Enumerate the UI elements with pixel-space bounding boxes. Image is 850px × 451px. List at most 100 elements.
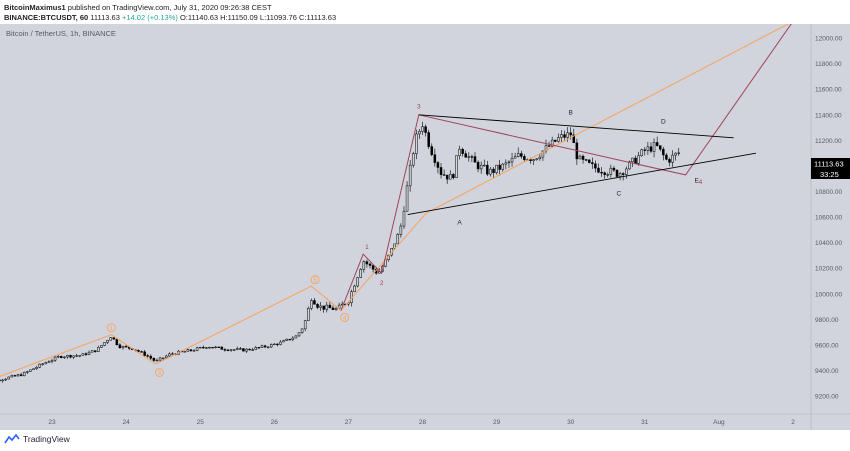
candle-body xyxy=(69,355,72,358)
candle-body xyxy=(186,349,190,352)
candle-body xyxy=(328,304,332,309)
candle-body xyxy=(72,355,75,358)
candle-body xyxy=(520,153,523,157)
triangle-lower-line[interactable] xyxy=(407,152,757,215)
candle-body xyxy=(473,156,477,163)
candle-body xyxy=(652,142,656,152)
candle-body xyxy=(662,148,665,156)
candle-body xyxy=(220,346,224,350)
candle-body xyxy=(532,159,535,161)
candle-body xyxy=(0,379,1,382)
tradingview-logo[interactable]: TradingView xyxy=(4,434,70,444)
candle-body xyxy=(486,164,489,175)
candle-body xyxy=(523,156,526,161)
chart-area[interactable]: Bitcoin / TetherUS, 1h, BINANCE 13545123… xyxy=(0,10,850,430)
candle-body xyxy=(470,156,474,158)
wave-label-circle xyxy=(154,367,164,377)
candle-body xyxy=(205,347,208,349)
candle-body xyxy=(359,269,362,278)
candle-body xyxy=(597,167,600,173)
wave-label: 4 xyxy=(343,316,347,322)
candle-body xyxy=(103,342,106,346)
x-tick-label: 27 xyxy=(345,419,353,426)
candle-body xyxy=(239,348,242,350)
close-value: C:11113.63 xyxy=(299,13,337,22)
y-tick-label: 9800.00 xyxy=(815,317,839,324)
candle-body xyxy=(242,348,245,352)
candle-body xyxy=(578,155,582,160)
candle-body xyxy=(22,372,26,377)
candle-body xyxy=(106,340,109,343)
candle-body xyxy=(356,277,359,287)
open-value: O:11140.63 xyxy=(179,13,219,22)
candle-body xyxy=(303,320,307,330)
y-tick-label: 12000.00 xyxy=(815,36,842,43)
candle-body xyxy=(550,139,554,147)
candle-body xyxy=(195,347,199,351)
candle-body xyxy=(118,344,122,349)
triangle-upper-line[interactable] xyxy=(418,114,734,139)
y-tick-label: 11800.00 xyxy=(815,61,842,68)
y-tick-label: 10800.00 xyxy=(815,189,842,196)
candle-body xyxy=(615,169,619,177)
y-tick-label: 11200.00 xyxy=(815,138,842,145)
candle-body xyxy=(232,349,236,351)
candle-body xyxy=(90,350,94,353)
candle-body xyxy=(628,161,631,170)
x-tick-label: 25 xyxy=(197,419,205,426)
candle-body xyxy=(584,159,588,161)
last-price: 11113.63 xyxy=(90,13,120,22)
wave-label: 3 xyxy=(158,371,162,377)
y-tick-label: 10000.00 xyxy=(815,291,842,298)
candle-body xyxy=(365,261,369,265)
candle-body xyxy=(560,134,563,138)
candle-body xyxy=(257,347,261,349)
tradingview-logo-text: TradingView xyxy=(23,434,70,444)
candle-body xyxy=(557,137,560,142)
candle-body xyxy=(461,148,464,154)
candle-body xyxy=(439,167,443,175)
candle-body xyxy=(504,162,508,165)
candle-body xyxy=(640,149,643,156)
time-axis[interactable]: 23 24 25 26 27 28 29 30 31 Aug 2 xyxy=(48,419,795,426)
wave-label: 3 xyxy=(417,103,421,110)
candle-body xyxy=(609,167,613,175)
x-tick-label: 26 xyxy=(271,419,279,426)
candle-body xyxy=(433,154,437,163)
x-tick-label: 24 xyxy=(122,419,130,426)
candle-body xyxy=(279,341,282,345)
candle-body xyxy=(109,337,112,341)
candle-body xyxy=(152,358,156,361)
candle-body xyxy=(13,375,17,377)
orange-wave-line[interactable] xyxy=(0,20,794,385)
candle-body xyxy=(479,164,483,170)
symbol-label[interactable]: BINANCE:BTCUSDT, 60 xyxy=(4,13,89,22)
candle-body xyxy=(266,346,270,349)
candle-body xyxy=(427,132,430,147)
candle-body xyxy=(140,351,143,353)
price-axis[interactable]: 9200.00 9400.00 9600.00 9800.00 10000.00 1020… xyxy=(815,36,842,401)
countdown-tag-box xyxy=(811,169,850,179)
chart-background xyxy=(0,24,850,430)
candle-body xyxy=(115,338,119,346)
candle-body xyxy=(93,350,97,352)
candle-body xyxy=(581,155,585,160)
candle-body xyxy=(121,346,125,349)
candle-body xyxy=(100,345,103,348)
candle-body xyxy=(325,304,329,310)
candle-body xyxy=(211,347,214,349)
candle-body xyxy=(158,357,162,361)
candle-body xyxy=(572,134,576,144)
candle-body xyxy=(189,349,193,351)
candle-body xyxy=(618,173,622,177)
candle-body xyxy=(168,353,171,357)
price-chart[interactable]: Bitcoin / TetherUS, 1h, BINANCE 13545123… xyxy=(0,10,850,430)
candle-body xyxy=(161,357,165,359)
candle-body xyxy=(4,378,7,381)
y-tick-label: 10400.00 xyxy=(815,240,842,247)
candle-body xyxy=(591,162,594,165)
wave-label: 1 xyxy=(365,244,369,251)
price-tag-box xyxy=(811,158,850,169)
publisher-name[interactable]: BitcoinMaximus1 xyxy=(4,3,66,12)
candle-body xyxy=(371,265,375,270)
